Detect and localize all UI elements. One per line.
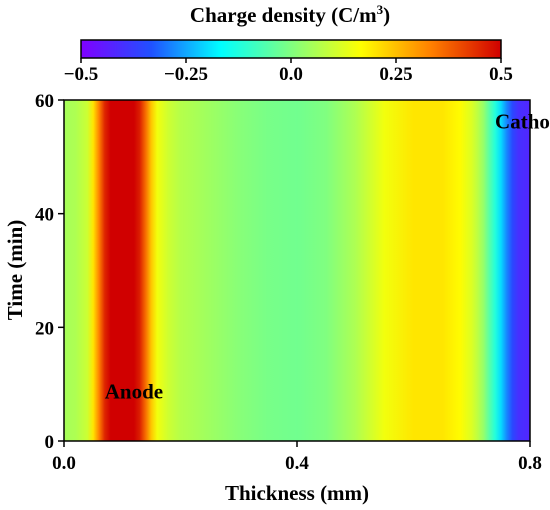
- x-tick-label: 0.4: [285, 453, 309, 474]
- colorbar-tick-label: 0.0: [279, 64, 303, 85]
- y-tick-label: 40: [35, 205, 54, 226]
- colorbar-tick-label: −0.5: [64, 64, 99, 85]
- heatmap-plot-area: [64, 100, 530, 441]
- colorbar-title-end: ): [383, 3, 390, 27]
- x-axis-ticks: 0.0 0.4 0.8: [52, 441, 542, 474]
- annotation-anode: Anode: [105, 379, 163, 403]
- colorbar: [80, 39, 502, 59]
- annotation-cathode: Cathode: [495, 109, 550, 133]
- colorbar-ticks: −0.5 −0.25 0.0 0.25 0.5: [64, 58, 513, 85]
- colorbar-tick-label: 0.5: [489, 64, 513, 85]
- y-tick-label: 20: [35, 318, 54, 339]
- y-tick-label: 0: [45, 432, 55, 453]
- x-tick-label: 0.0: [52, 453, 76, 474]
- colorbar-tick-label: −0.25: [164, 64, 208, 85]
- y-axis-label: Time (min): [3, 220, 27, 321]
- x-tick-label: 0.8: [518, 453, 542, 474]
- colorbar-title-superscript: 3: [377, 2, 384, 17]
- colorbar-title-main: Charge density (C/m: [190, 3, 377, 27]
- colorbar-tick-label: 0.25: [379, 64, 412, 85]
- colorbar-title: Charge density (C/m3): [190, 2, 390, 27]
- y-axis-ticks: 0 20 40 60: [35, 91, 64, 453]
- y-tick-label: 60: [35, 91, 54, 112]
- x-axis-label: Thickness (mm): [225, 481, 369, 505]
